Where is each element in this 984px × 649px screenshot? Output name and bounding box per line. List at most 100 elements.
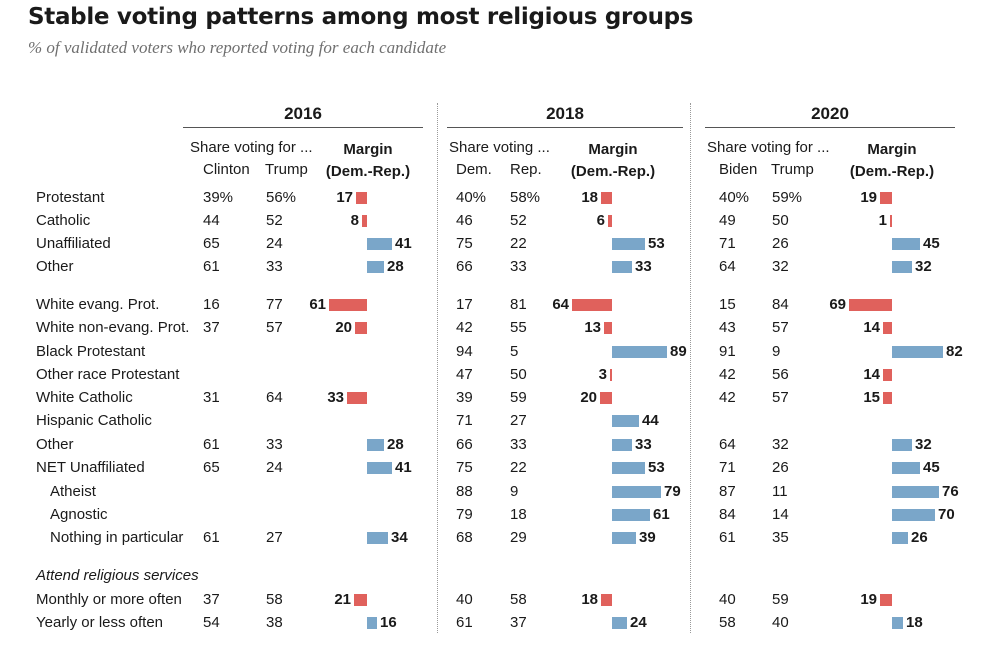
- dem-share-value: 65: [203, 235, 220, 252]
- margin-value: 39: [639, 529, 656, 546]
- chart-title: Stable voting patterns among most religi…: [28, 4, 694, 30]
- margin-bar-dem: [892, 486, 939, 498]
- year-rule: [705, 127, 955, 128]
- rep-share-value: 58: [510, 591, 527, 608]
- row-label: NET Unaffiliated: [36, 459, 145, 476]
- dem-share-value: 31: [203, 389, 220, 406]
- row-label: Protestant: [36, 189, 105, 206]
- row-label: Monthly or more often: [36, 591, 182, 608]
- rep-share-value: 26: [772, 459, 789, 476]
- rep-share-value: 50: [510, 366, 527, 383]
- row-label: Yearly or less often: [36, 614, 164, 631]
- dem-share-value: 75: [456, 235, 473, 252]
- rep-share-value: 5: [510, 343, 519, 360]
- row-label: Nothing in particular: [50, 529, 184, 546]
- dem-share-value: 40%: [719, 189, 750, 206]
- rep-share-value: 55: [510, 319, 527, 336]
- margin-value: 20: [335, 319, 352, 336]
- rep-share-value: 59: [510, 389, 527, 406]
- margin-value: 16: [380, 614, 397, 631]
- margin-label: Margin: [588, 141, 638, 158]
- margin-value: 53: [648, 459, 665, 476]
- share-label: Share voting for ...: [190, 139, 313, 156]
- margin-bar-dem: [612, 532, 636, 544]
- margin-value: 28: [387, 258, 404, 275]
- margin-bar-rep: [883, 322, 892, 334]
- margin-value: 17: [336, 189, 353, 206]
- dem-share-value: 79: [456, 506, 473, 523]
- margin-bar-dem: [612, 261, 632, 273]
- dem-share-value: 71: [719, 459, 736, 476]
- margin-bar-dem: [892, 617, 903, 629]
- margin-bar-rep: [883, 369, 892, 381]
- margin-label: Margin: [867, 141, 917, 158]
- margin-value: 64: [552, 296, 569, 313]
- margin-value: 20: [580, 389, 597, 406]
- rep-share-value: 32: [772, 258, 789, 275]
- dem-share-value: 39%: [203, 189, 234, 206]
- dem-share-value: 44: [203, 212, 220, 229]
- dem-share-value: 87: [719, 483, 736, 500]
- margin-bar-dem: [367, 238, 392, 250]
- rep-share-value: 33: [266, 436, 283, 453]
- margin-value: 1: [878, 212, 887, 229]
- rep-share-value: 33: [266, 258, 283, 275]
- rep-share-value: 38: [266, 614, 283, 631]
- rep-share-value: 32: [772, 436, 789, 453]
- rep-share-value: 77: [266, 296, 283, 313]
- share-label: Share voting for ...: [707, 139, 830, 156]
- margin-label: Margin: [343, 141, 393, 158]
- year-rule: [447, 127, 683, 128]
- margin-bar-rep: [347, 392, 367, 404]
- margin-value: 33: [635, 436, 652, 453]
- margin-bar-rep: [600, 392, 612, 404]
- row-label: Other: [36, 258, 74, 275]
- row-label: Unaffiliated: [36, 235, 111, 252]
- margin-value: 26: [911, 529, 928, 546]
- margin-bar-rep: [849, 299, 892, 311]
- margin-value: 53: [648, 235, 665, 252]
- margin-bar-rep: [880, 594, 892, 606]
- dem-share-value: 15: [719, 296, 736, 313]
- margin-bar-dem: [892, 439, 912, 451]
- margin-bar-rep: [608, 215, 612, 227]
- margin-bar-rep: [356, 192, 367, 204]
- margin-header: Margin (Dem.-Rep.): [318, 139, 418, 183]
- row-label: Other race Protestant: [36, 366, 180, 383]
- rep-share-value: 37: [510, 614, 527, 631]
- dem-share-value: 61: [203, 529, 220, 546]
- margin-value: 14: [863, 319, 880, 336]
- rep-share-value: 56: [772, 366, 789, 383]
- margin-value: 69: [829, 296, 846, 313]
- margin-value: 61: [309, 296, 326, 313]
- margin-value: 41: [395, 459, 412, 476]
- row-label: Agnostic: [50, 506, 108, 523]
- rep-share-value: 64: [266, 389, 283, 406]
- dem-share-value: 71: [456, 412, 473, 429]
- rep-share-value: 24: [266, 459, 283, 476]
- rep-share-value: 27: [266, 529, 283, 546]
- margin-bar-dem: [892, 462, 920, 474]
- dem-column-header: Clinton: [203, 161, 250, 178]
- margin-value: 33: [327, 389, 344, 406]
- margin-value: 70: [938, 506, 955, 523]
- rep-share-value: 9: [772, 343, 781, 360]
- dem-share-value: 84: [719, 506, 736, 523]
- margin-value: 82: [946, 343, 963, 360]
- dem-share-value: 40%: [456, 189, 487, 206]
- dem-share-value: 88: [456, 483, 473, 500]
- panel-divider: [437, 103, 438, 633]
- dem-share-value: 39: [456, 389, 473, 406]
- margin-value: 76: [942, 483, 959, 500]
- rep-share-value: 57: [772, 319, 789, 336]
- margin-bar-rep: [362, 215, 367, 227]
- year-heading-2016: 2016: [284, 104, 322, 123]
- dem-share-value: 71: [719, 235, 736, 252]
- margin-bar-dem: [367, 532, 388, 544]
- dem-share-value: 91: [719, 343, 736, 360]
- rep-share-value: 57: [266, 319, 283, 336]
- dem-share-value: 54: [203, 614, 220, 631]
- margin-value: 89: [670, 343, 687, 360]
- rep-share-value: 58%: [510, 189, 541, 206]
- dem-share-value: 65: [203, 459, 220, 476]
